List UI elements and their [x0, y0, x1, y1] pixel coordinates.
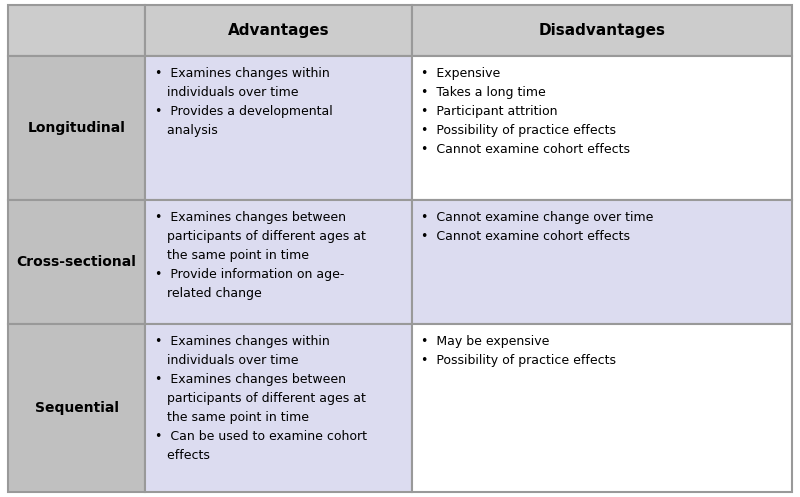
Text: •  Cannot examine change over time
•  Cannot examine cohort effects: • Cannot examine change over time • Cann…	[422, 211, 654, 243]
Bar	[412, 56, 792, 200]
Bar	[146, 5, 412, 56]
Bar	[146, 56, 412, 200]
Bar	[146, 200, 412, 324]
Bar	[412, 324, 792, 492]
Text: •  Examines changes within
   individuals over time
•  Provides a developmental
: • Examines changes within individuals ov…	[155, 67, 333, 137]
Text: Sequential: Sequential	[34, 401, 118, 415]
Text: •  May be expensive
•  Possibility of practice effects: • May be expensive • Possibility of prac…	[422, 335, 616, 367]
Text: •  Examines changes within
   individuals over time
•  Examines changes between
: • Examines changes within individuals ov…	[155, 335, 366, 462]
Bar	[8, 324, 146, 492]
Text: •  Expensive
•  Takes a long time
•  Participant attrition
•  Possibility of pra: • Expensive • Takes a long time • Partic…	[422, 67, 630, 156]
Text: Disadvantages: Disadvantages	[538, 23, 666, 38]
Bar	[8, 5, 146, 56]
Bar	[8, 200, 146, 324]
Text: Cross-sectional: Cross-sectional	[17, 255, 137, 269]
Bar	[8, 56, 146, 200]
Bar	[412, 5, 792, 56]
Bar	[412, 200, 792, 324]
Text: Longitudinal: Longitudinal	[28, 121, 126, 135]
Text: Advantages: Advantages	[228, 23, 330, 38]
Bar	[146, 324, 412, 492]
Text: •  Examines changes between
   participants of different ages at
   the same poi: • Examines changes between participants …	[155, 211, 366, 300]
